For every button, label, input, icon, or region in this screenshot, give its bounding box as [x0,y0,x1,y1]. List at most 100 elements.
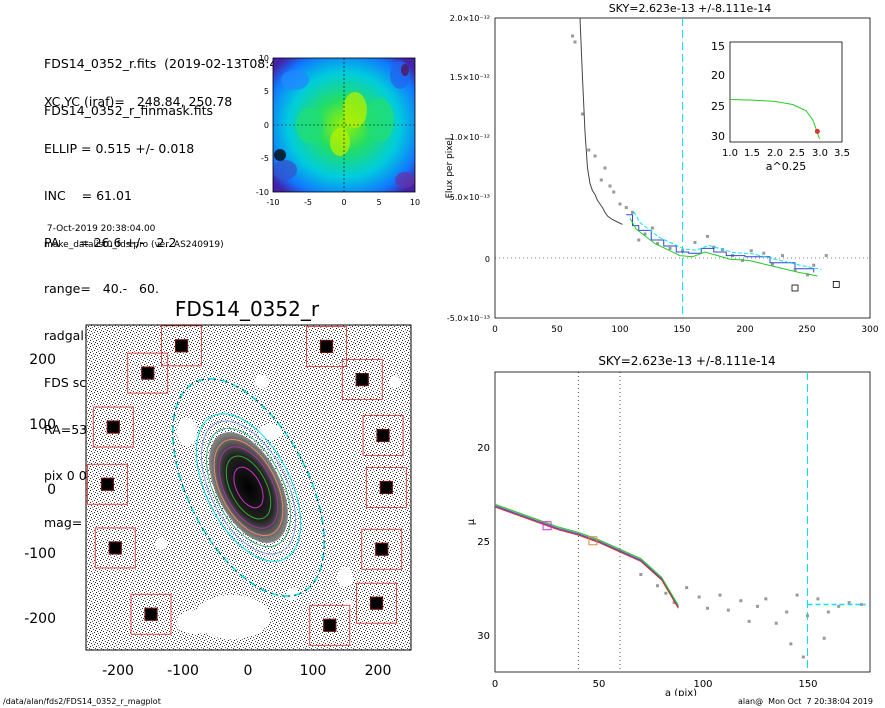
mu-point [756,604,759,608]
masked-star [323,618,337,632]
masked-star [376,428,390,443]
flux-point [712,245,716,249]
flux-point [631,210,634,214]
mu-point [685,586,689,590]
param-pa: PA = 26.6 +/- 2.2 [44,234,177,250]
flux-point [781,254,784,258]
mu-xtick: 0 [492,679,498,690]
gal-ytick: 100 [29,417,56,433]
flux-xtick: 50 [551,325,563,335]
mu-point [860,603,864,606]
flux-ytick: 5.0×10⁻¹³ [450,193,490,202]
galaxy-yticks: 200 100 0 -100 -200 [24,352,56,627]
flux-point [603,166,607,170]
mu-profile-chart: SKY=2.623e-13 +/-8.111e-14 μ 20 25 30 0 … [466,354,871,696]
inset-xlabel: a^0.25 [766,160,806,173]
inset-xtick: 2.5 [789,148,805,159]
mu-frame [494,371,871,673]
program-line: make_datalist0_fds.pro (ver. AS240919) [44,240,224,250]
inset-xticks: 1.0 1.5 2.0 2.5 3.0 3.5 [722,148,850,159]
flux-point [762,251,766,255]
masked-star [319,339,334,354]
flux-point [749,249,753,253]
mu-point [639,573,643,576]
flux-xtick: 200 [736,325,753,335]
star-mask-box [341,359,383,400]
heatmap-frame [272,57,416,193]
flux-point [706,234,709,238]
footer-path: /data/alan/fds2/FDS14_0352_r_magplot [3,697,161,706]
heatmap-contour [366,98,394,142]
masked-star [369,596,384,610]
flux-point [573,40,577,44]
heatmap-xticks: -10 -5 0 5 10 [266,198,420,207]
flux-ytick: 1.5×10⁻¹² [450,73,490,82]
masked-star [355,372,369,387]
galaxy-frame [85,324,412,651]
isophote-ring [213,438,284,537]
heatmap-blobs [273,61,415,188]
mu-yticks: 20 25 30 [477,443,490,642]
heatmap-contour [401,64,409,76]
star-mask-box [130,593,172,635]
gal-ytick: -100 [24,546,56,562]
hm-xtick: 10 [410,198,420,207]
star-mask-box [92,406,134,448]
mu-point [785,610,789,614]
flux-point [643,232,647,236]
heatmap-contour [343,92,367,128]
mask-name: FDS14_0352_r_finmask.fits [44,102,214,118]
heatmap-contour [395,172,415,188]
star-mask-box [361,528,403,570]
mu-point [656,584,659,588]
flux-box-marker [832,280,840,288]
mu-xlabel: a (pix) [665,688,697,696]
heatmap-contour [281,70,309,90]
mu-profile-line [494,505,679,608]
mu-ylabel: μ [466,518,477,525]
gal-xtick: -100 [167,663,199,679]
flux-yticks: 2.0×10⁻¹² 1.5×10⁻¹² 1.0×10⁻¹² 5.0×10⁻¹³ … [447,14,490,323]
isophote-ring [218,446,279,529]
masked-star [108,541,122,555]
mu-point [706,606,709,610]
mu-point [795,593,799,597]
mu-profile-line [494,503,679,606]
mu-xtick: 50 [593,679,606,690]
star-mask-box [127,352,169,394]
mu-marker [542,521,552,531]
flux-point [668,246,672,250]
star-mask-box [309,604,351,646]
star-mask-box [365,467,407,508]
masked-star [379,480,393,495]
inset-end-marker [814,128,820,134]
flux-point [612,190,616,194]
gal-xtick: 100 [300,663,327,679]
flux-ytick: 0 [485,255,490,264]
mu-ytick: 25 [477,537,490,548]
mu-point [801,655,805,659]
mu-profile-line [494,504,679,607]
masked-star [141,366,155,380]
gal-xtick: 200 [365,663,392,679]
flux-profile-chart: SKY=2.623e-13 +/-8.111e-14 Flux per pixe… [445,2,879,335]
flux-point [812,263,816,267]
flux-point [771,262,774,266]
mu-point [747,619,751,623]
footer-user: alan@ Mon Oct 7 20:38:04 2019 [738,697,873,706]
mu-point [826,610,830,614]
galaxy-xticks: -200 -100 0 100 200 [102,663,391,679]
flux-xticks: 0 50 100 150 200 250 300 [492,325,879,335]
star-mask-box [94,527,136,569]
galaxy-title: FDS14_0352_r [175,297,320,321]
masked-regions [155,375,401,639]
flux-xtick: 100 [611,325,628,335]
gal-ytick: 0 [47,482,56,498]
flux-point [608,184,612,188]
flux-point [593,154,597,158]
flux-title: SKY=2.623e-13 +/-8.111e-14 [609,2,772,15]
mu-xticks: 0 50 100 150 [492,679,818,690]
mu-point [806,614,809,618]
star-mask-box [356,582,397,624]
mu-point [718,593,722,597]
